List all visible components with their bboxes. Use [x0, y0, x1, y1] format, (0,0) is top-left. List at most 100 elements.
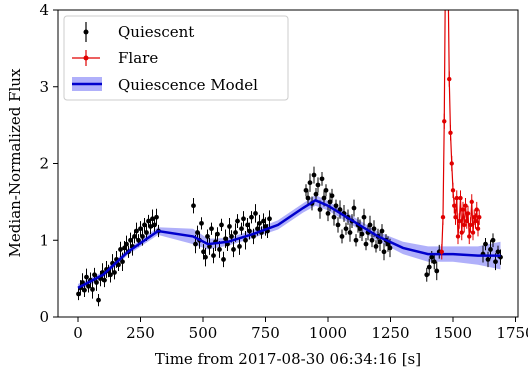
quiescent-point: [347, 230, 353, 235]
flare-point: [459, 230, 464, 235]
y-tick-label: 2: [39, 155, 49, 173]
y-axis-label: Median-Normalized Flux: [6, 68, 24, 257]
x-tick-label: 1000: [309, 324, 347, 342]
flare-point: [440, 215, 446, 220]
quiescent-point: [337, 207, 343, 212]
legend-flare-marker: [83, 55, 89, 61]
flare-point: [467, 234, 472, 239]
flare-point: [473, 218, 478, 224]
flare-point: [439, 249, 444, 254]
quiescent-point: [233, 230, 238, 235]
quiescent-point: [255, 226, 260, 232]
quiescent-point: [333, 203, 339, 209]
quiescent-point: [217, 247, 222, 252]
quiescent-point: [223, 236, 228, 242]
quiescent-point: [154, 214, 159, 220]
quiescent-point: [201, 249, 206, 255]
flare-point: [462, 222, 467, 228]
quiescent-point: [124, 241, 129, 247]
quiescent-point: [369, 237, 375, 243]
x-tick-label: 250: [126, 324, 155, 342]
quiescent-point: [325, 210, 331, 216]
quiescent-point: [140, 234, 145, 239]
flare-point: [454, 195, 459, 201]
quiescent-point: [138, 226, 143, 232]
x-tick-label: 0: [73, 324, 83, 342]
quiescent-point: [263, 224, 268, 229]
quiescent-point: [488, 247, 493, 252]
flare-point: [460, 207, 466, 212]
quiescent-point: [116, 262, 121, 268]
quiescent-point: [102, 277, 107, 283]
quiescent-point: [239, 226, 244, 232]
x-tick-label: 1250: [371, 324, 409, 342]
quiescent-point: [199, 220, 204, 226]
quiescent-point: [490, 237, 496, 243]
y-ticks: 0 1 2 3 4: [39, 1, 58, 326]
quiescent-point: [152, 222, 157, 228]
flare-point: [449, 161, 454, 166]
quiescent-point: [209, 226, 214, 232]
flare-point: [463, 203, 468, 208]
legend-entry-quiescence-model: Quiescence Model: [72, 76, 258, 94]
legend-quiescent-label: Quiescent: [118, 23, 194, 41]
quiescent-point: [307, 180, 313, 186]
quiescent-point: [221, 257, 226, 262]
flare-point: [470, 230, 476, 235]
flare-point: [469, 199, 474, 205]
quiescent-point: [431, 259, 437, 265]
quiescent-point: [267, 216, 272, 222]
x-tick-label: 1500: [434, 324, 472, 342]
quiescent-point: [315, 182, 321, 188]
plot-frame: [57, 9, 519, 318]
quiescent-point: [227, 224, 232, 229]
quiescence-model-band-layer: [78, 194, 501, 292]
quiescent-point: [485, 257, 491, 262]
flare-point: [442, 119, 447, 124]
quiescent-point: [146, 218, 151, 224]
flare-point: [475, 226, 481, 231]
quiescent-point: [317, 207, 323, 212]
y-tick-label: 3: [39, 78, 49, 96]
legend-model-label: Quiescence Model: [118, 76, 258, 94]
quiescent-point: [132, 234, 137, 239]
quiescent-point: [319, 176, 325, 182]
quiescent-point: [303, 187, 309, 193]
flare-point: [457, 218, 462, 224]
flare-points-layer: [439, 10, 482, 260]
quiescent-point: [321, 195, 327, 201]
quiescent-point: [122, 245, 127, 251]
quiescent-point: [367, 222, 373, 228]
quiescent-point: [363, 241, 369, 247]
quiescence-model-line-layer: [77, 198, 501, 289]
quiescence-model-line: [77, 198, 501, 289]
quiescence-model-band: [78, 194, 501, 292]
quiescent-point: [205, 234, 210, 239]
quiescent-point: [241, 216, 246, 222]
flare-point: [468, 222, 473, 228]
quiescent-point: [112, 270, 117, 275]
x-axis-label: Time from 2017-08-30 06:34:16 [s]: [155, 350, 421, 368]
quiescent-point: [353, 237, 359, 243]
quiescent-point: [211, 253, 216, 258]
quiescent-point: [144, 230, 149, 235]
quiescent-point: [128, 237, 133, 243]
quiescent-point: [495, 249, 501, 255]
quiescent-point: [373, 243, 379, 249]
quiescent-point: [253, 210, 258, 216]
quiescent-point: [231, 247, 236, 252]
quiescent-point: [96, 297, 101, 303]
quiescent-point: [313, 191, 319, 197]
quiescent-point: [426, 264, 432, 270]
quiescent-point: [219, 222, 224, 228]
quiescent-point: [90, 286, 95, 292]
legend-entry-flare: Flare: [72, 49, 158, 67]
quiescent-point: [134, 228, 139, 234]
flare-point: [453, 215, 458, 220]
quiescent-point: [92, 272, 97, 278]
quiescent-point: [371, 226, 377, 232]
quiescent-point: [387, 245, 393, 251]
legend: Quiescent Flare Quiescence Model: [63, 15, 289, 101]
quiescent-point: [335, 222, 341, 228]
